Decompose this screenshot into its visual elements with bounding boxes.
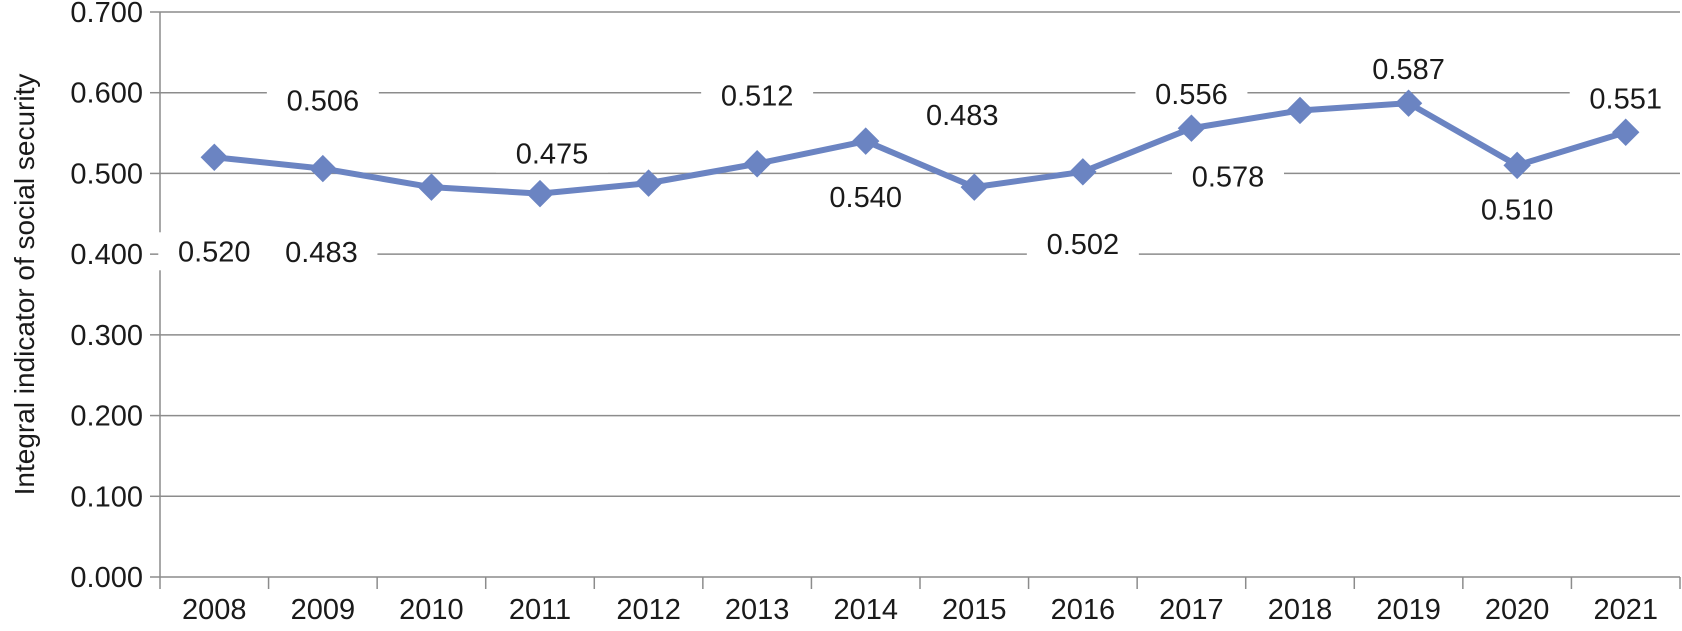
data-label: 0.510 [1481, 194, 1554, 226]
x-tick-label: 2011 [509, 594, 571, 626]
y-tick-label: 0.700 [70, 0, 143, 29]
data-point-marker [1503, 151, 1531, 180]
data-point-marker [1612, 118, 1640, 146]
data-label-background [1026, 224, 1139, 263]
data-label: 0.556 [1155, 79, 1228, 111]
data-label: 0.587 [1372, 54, 1445, 86]
x-tick-label: 2015 [942, 594, 1007, 626]
data-label: 0.578 [1192, 161, 1265, 193]
data-label-background [701, 76, 814, 115]
data-label: 0.483 [926, 100, 999, 132]
data-point-marker [634, 169, 663, 197]
x-tick-label: 2013 [725, 594, 790, 626]
data-label: 0.506 [287, 86, 360, 118]
data-point-marker [852, 127, 880, 155]
data-label-background [158, 232, 271, 271]
data-point-marker [743, 150, 771, 178]
y-tick-label: 0.100 [70, 481, 143, 513]
data-point-marker [960, 173, 988, 201]
data-label-background [1172, 157, 1284, 196]
y-tick-label: 0.000 [70, 562, 143, 594]
x-tick-label: 2019 [1376, 594, 1441, 626]
data-point-marker [1177, 114, 1206, 142]
x-tick-label: 2014 [833, 594, 898, 626]
x-tick-label: 2016 [1051, 594, 1116, 626]
data-point-marker [1394, 89, 1423, 117]
data-point-marker [417, 173, 446, 201]
x-tick-labels: 2008 2009 2010 2011 2012 2013 2014 2015 2016 2017… [182, 594, 1658, 626]
data-label: 0.540 [829, 182, 902, 214]
series-line-layer [200, 89, 1640, 208]
x-tick-label: 2021 [1593, 594, 1658, 626]
data-label: 0.520 [178, 236, 251, 268]
y-axis-title: Integral indicator of social security [9, 74, 40, 496]
x-tick-label: 2010 [399, 594, 464, 626]
data-point-marker [200, 143, 228, 171]
data-label: 0.502 [1047, 229, 1120, 261]
y-tick-label: 0.500 [70, 158, 143, 190]
gridlines [160, 11, 1680, 498]
data-label-background [1461, 190, 1574, 229]
data-label-background [809, 178, 922, 217]
data-point-marker [1069, 158, 1097, 186]
data-label: 0.475 [516, 139, 589, 171]
y-tick-label: 0.300 [70, 320, 143, 352]
data-label-background [266, 81, 379, 120]
y-tick-label: 0.200 [70, 401, 143, 433]
data-point-marker [309, 154, 337, 183]
x-tick-label: 2009 [291, 594, 356, 626]
y-tick-labels: 0.000 0.100 0.200 0.300 0.400 0.500 0.600 0.700 [70, 0, 143, 594]
data-label-background [496, 134, 608, 173]
data-label: 0.483 [285, 237, 358, 269]
x-tick-label: 2020 [1485, 594, 1550, 626]
series-line [213, 100, 1627, 197]
x-tick-label: 2012 [616, 594, 681, 626]
data-label-background [906, 96, 1019, 135]
data-label-background [1569, 79, 1682, 118]
axes [150, 11, 1681, 589]
data-label-background [1135, 75, 1248, 114]
x-tick-label: 2008 [182, 594, 247, 626]
x-tick-label: 2018 [1268, 594, 1333, 626]
data-label-background [265, 233, 378, 272]
y-tick-label: 0.400 [70, 239, 143, 271]
data-point-marker [1286, 96, 1314, 125]
x-tick-label: 2017 [1159, 594, 1224, 626]
data-label: 0.551 [1589, 83, 1662, 115]
data-label: 0.512 [721, 81, 794, 113]
data-point-marker [526, 179, 554, 208]
y-tick-label: 0.600 [70, 78, 143, 110]
data-label-background [1352, 50, 1465, 89]
data-labels: 0.520 0.506 0.483 0.475 0.512 0.540 0.483 0.502… [158, 50, 1682, 272]
